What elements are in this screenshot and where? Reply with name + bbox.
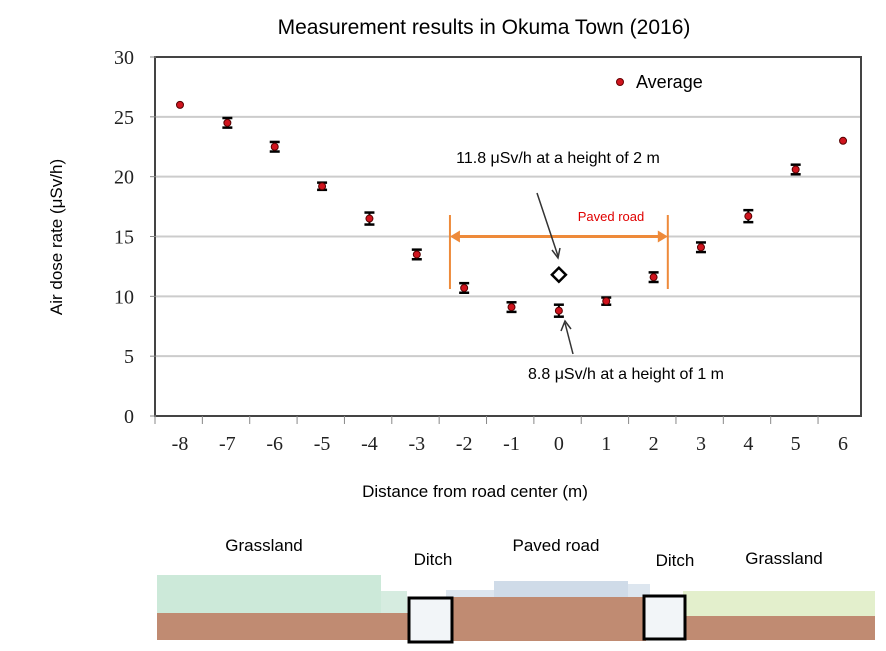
label-grassland-right: Grassland [745,549,822,568]
road-shoulder [446,590,498,598]
y-axis-label: Air dose rate (μSv/h) [47,159,66,315]
label-grassland-left: Grassland [225,536,302,555]
arrow-1m [564,322,574,355]
data-point [318,182,327,191]
arrow-1m-head [560,319,572,332]
data-point [176,100,184,109]
grass-right [683,591,875,616]
data-point [791,165,800,174]
y-tick-label: 15 [114,227,134,249]
paved-road-annotation: Paved road [578,209,645,224]
data-point [554,306,563,315]
legend-marker [616,78,624,86]
x-tick-label: 6 [838,433,848,455]
cross-section: Grassland Ditch Paved road Ditch Grassla… [157,536,875,644]
x-tick-label: -5 [314,433,331,455]
annotation-2m: 11.8 μSv/h at a height of 2 m [456,150,660,167]
legend-label: Average [636,72,703,92]
x-tick-label: -1 [503,433,520,455]
label-ditch-right: Ditch [656,551,695,570]
x-tick-label: -2 [456,433,473,455]
ditch-left [407,596,454,644]
label-ditch-left: Ditch [414,550,453,569]
arrow-2m [536,192,559,257]
label-paved-road: Paved road [513,536,600,555]
chart-title: Measurement results in Okuma Town (2016) [278,16,691,39]
x-tick-label: -3 [408,433,425,455]
annotation-1m: 8.8 μSv/h at a height of 1 m [528,366,724,383]
x-tick-label: 3 [696,433,706,455]
data-point [270,142,279,151]
x-tick-label: -6 [266,433,283,455]
ditch-right [642,594,687,641]
x-tick-label: 2 [649,433,659,455]
x-tick-label: -4 [361,433,378,455]
data-point [649,273,658,282]
y-tick-label: 0 [124,406,134,428]
soil-center [450,597,646,641]
diamond-point [550,266,568,284]
x-tick-label: -7 [219,433,236,455]
road-arrow-head-right [657,230,668,243]
grass-left-edge [381,591,407,615]
road-surface [494,581,628,598]
y-tick-label: 10 [114,286,134,308]
legend: Average [616,72,703,92]
data-point [744,212,753,221]
soil-right [683,616,875,640]
data-point [460,283,469,292]
data-point [507,303,516,312]
data-point [223,118,232,127]
y-tick-label: 20 [114,167,134,189]
x-tick-label: 4 [743,433,753,455]
paved-road-span [448,215,669,289]
data-point [839,136,848,145]
y-tick-label: 5 [124,346,134,368]
x-tick-label: 0 [554,433,564,455]
data-point [696,243,705,252]
y-tick-label: 30 [114,47,134,69]
data-point [365,214,374,223]
soil-left [157,613,409,640]
road-arrow-head-left [449,230,460,243]
x-axis-label: Distance from road center (m) [362,482,588,501]
x-tick-label: 1 [601,433,611,455]
grass-left [157,575,381,615]
arrow-2m-head [551,247,561,260]
x-tick-label: -8 [172,433,189,455]
x-tick-label: 5 [791,433,801,455]
y-tick-label: 25 [114,107,134,129]
data-point [602,297,611,306]
data-point [412,250,421,259]
